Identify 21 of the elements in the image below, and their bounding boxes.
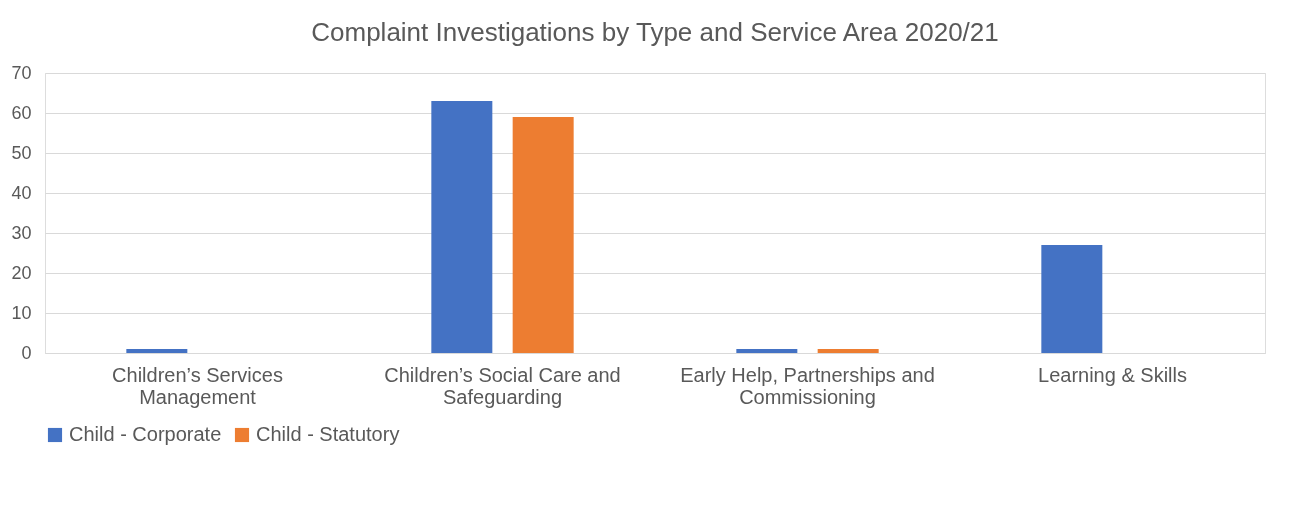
y-tick-label: 50 bbox=[11, 142, 32, 163]
x-tick-label: Children’s Social Care and Safeguarding bbox=[384, 363, 621, 408]
y-tick-label: 30 bbox=[11, 222, 32, 243]
legend-label: Child - Corporate bbox=[69, 423, 222, 445]
y-tick-label: 60 bbox=[11, 102, 32, 123]
bar bbox=[1041, 245, 1103, 353]
y-tick-label: 40 bbox=[11, 182, 32, 203]
y-tick-label: 70 bbox=[11, 62, 32, 83]
y-tick-label: 10 bbox=[11, 302, 32, 323]
y-tick-label: 20 bbox=[11, 262, 32, 283]
bar bbox=[512, 117, 574, 353]
x-tick-label: Children’s Services Management bbox=[112, 363, 283, 408]
legend-label: Child - Statutory bbox=[256, 423, 400, 445]
bar bbox=[817, 349, 879, 353]
bar bbox=[736, 349, 798, 353]
chart-title: Complaint Investigations by Type and Service Area 2020/21 bbox=[311, 17, 999, 47]
y-tick-label: 0 bbox=[21, 342, 32, 363]
bar bbox=[431, 101, 493, 353]
x-tick-label: Learning & Skills bbox=[1038, 363, 1187, 386]
bar bbox=[126, 349, 188, 353]
x-tick-label: Early Help, Partnerships and Commissioning bbox=[680, 363, 935, 408]
